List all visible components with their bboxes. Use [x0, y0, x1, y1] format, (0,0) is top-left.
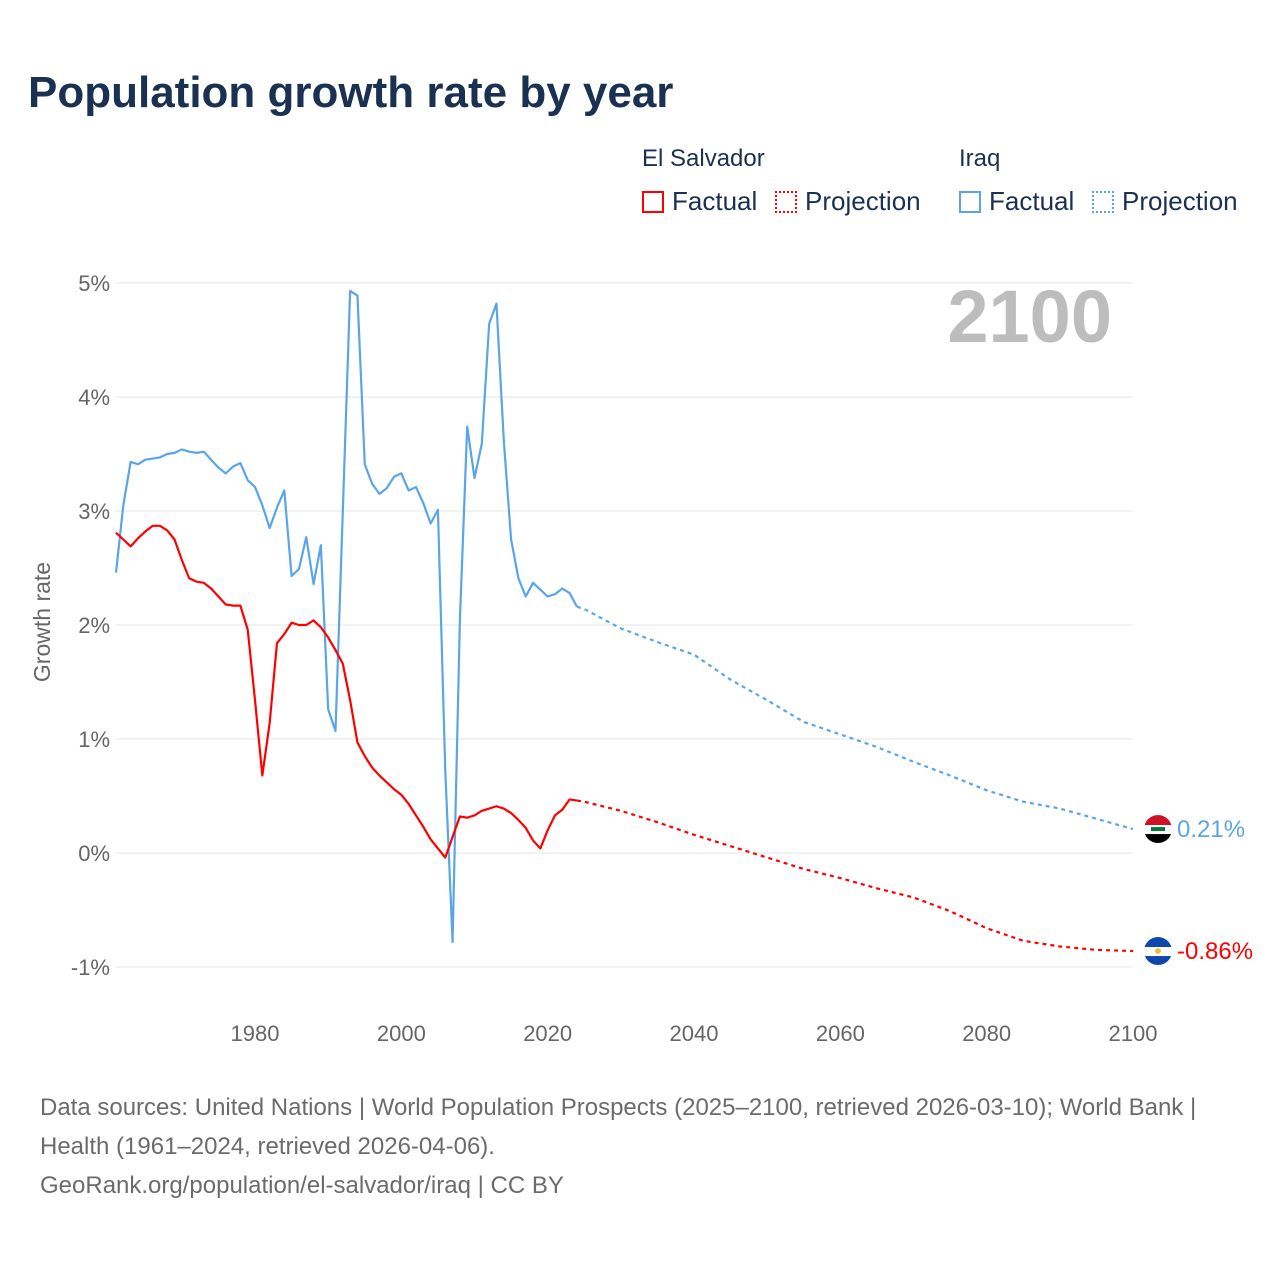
legend-iraq-projection[interactable]: Projection — [1092, 186, 1238, 217]
legend-swatch-solid — [642, 190, 664, 213]
y-tick-label: 0% — [78, 841, 110, 866]
y-tick-label: -1% — [71, 955, 110, 980]
year-label: 2100 — [947, 275, 1112, 358]
iraq-factual-line — [114, 289, 578, 944]
y-tick-label: 5% — [78, 271, 110, 296]
page-title: Population growth rate by year — [28, 68, 674, 117]
legend-group-iraq: Iraq — [959, 145, 1001, 172]
iraq-end-value-label: 0.21% — [1177, 816, 1245, 843]
y-tick-label: 3% — [78, 499, 110, 524]
y-tick-label: 4% — [78, 385, 110, 410]
legend-iraq-factual[interactable]: Factual — [959, 186, 1074, 217]
y-tick-label: 1% — [78, 727, 110, 752]
y-axis-label: Growth rate — [29, 562, 55, 682]
legend-label: Projection — [805, 186, 921, 216]
el-salvador-projection-line — [576, 799, 1134, 953]
x-tick-label: 2080 — [962, 1021, 1011, 1046]
el-salvador-factual-line — [115, 524, 578, 859]
x-tick-label: 2100 — [1109, 1021, 1158, 1046]
x-tick-label: 1980 — [231, 1021, 280, 1046]
legend-group-el-salvador: El Salvador — [642, 145, 765, 172]
legend-label: Projection — [1122, 186, 1238, 216]
data-sources: Data sources: United Nations | World Pop… — [40, 1094, 1197, 1160]
credit-link[interactable]: GeoRank.org/population/el-salvador/iraq … — [40, 1172, 564, 1199]
legend-el-salvador-factual[interactable]: Factual — [642, 186, 757, 217]
legend-swatch-dotted — [775, 190, 797, 213]
el-salvador-flag-icon — [1144, 937, 1172, 966]
el-salvador-end-value-label: -0.86% — [1177, 938, 1253, 965]
y-tick-label: 2% — [78, 613, 110, 638]
x-tick-label: 2000 — [377, 1021, 426, 1046]
legend-swatch-solid — [959, 190, 981, 213]
x-tick-label: 2060 — [816, 1021, 865, 1046]
iraq-flag-icon — [1144, 815, 1172, 844]
footer: Data sources: United Nations | World Pop… — [40, 1088, 1240, 1205]
legend-swatch-dotted — [1092, 190, 1114, 213]
iraq-projection-line — [576, 605, 1134, 831]
legend-el-salvador-projection[interactable]: Projection — [775, 186, 921, 217]
x-tick-label: 2020 — [523, 1021, 572, 1046]
legend-label: Factual — [672, 186, 758, 216]
x-tick-label: 2040 — [670, 1021, 719, 1046]
legend-label: Factual — [989, 186, 1075, 216]
